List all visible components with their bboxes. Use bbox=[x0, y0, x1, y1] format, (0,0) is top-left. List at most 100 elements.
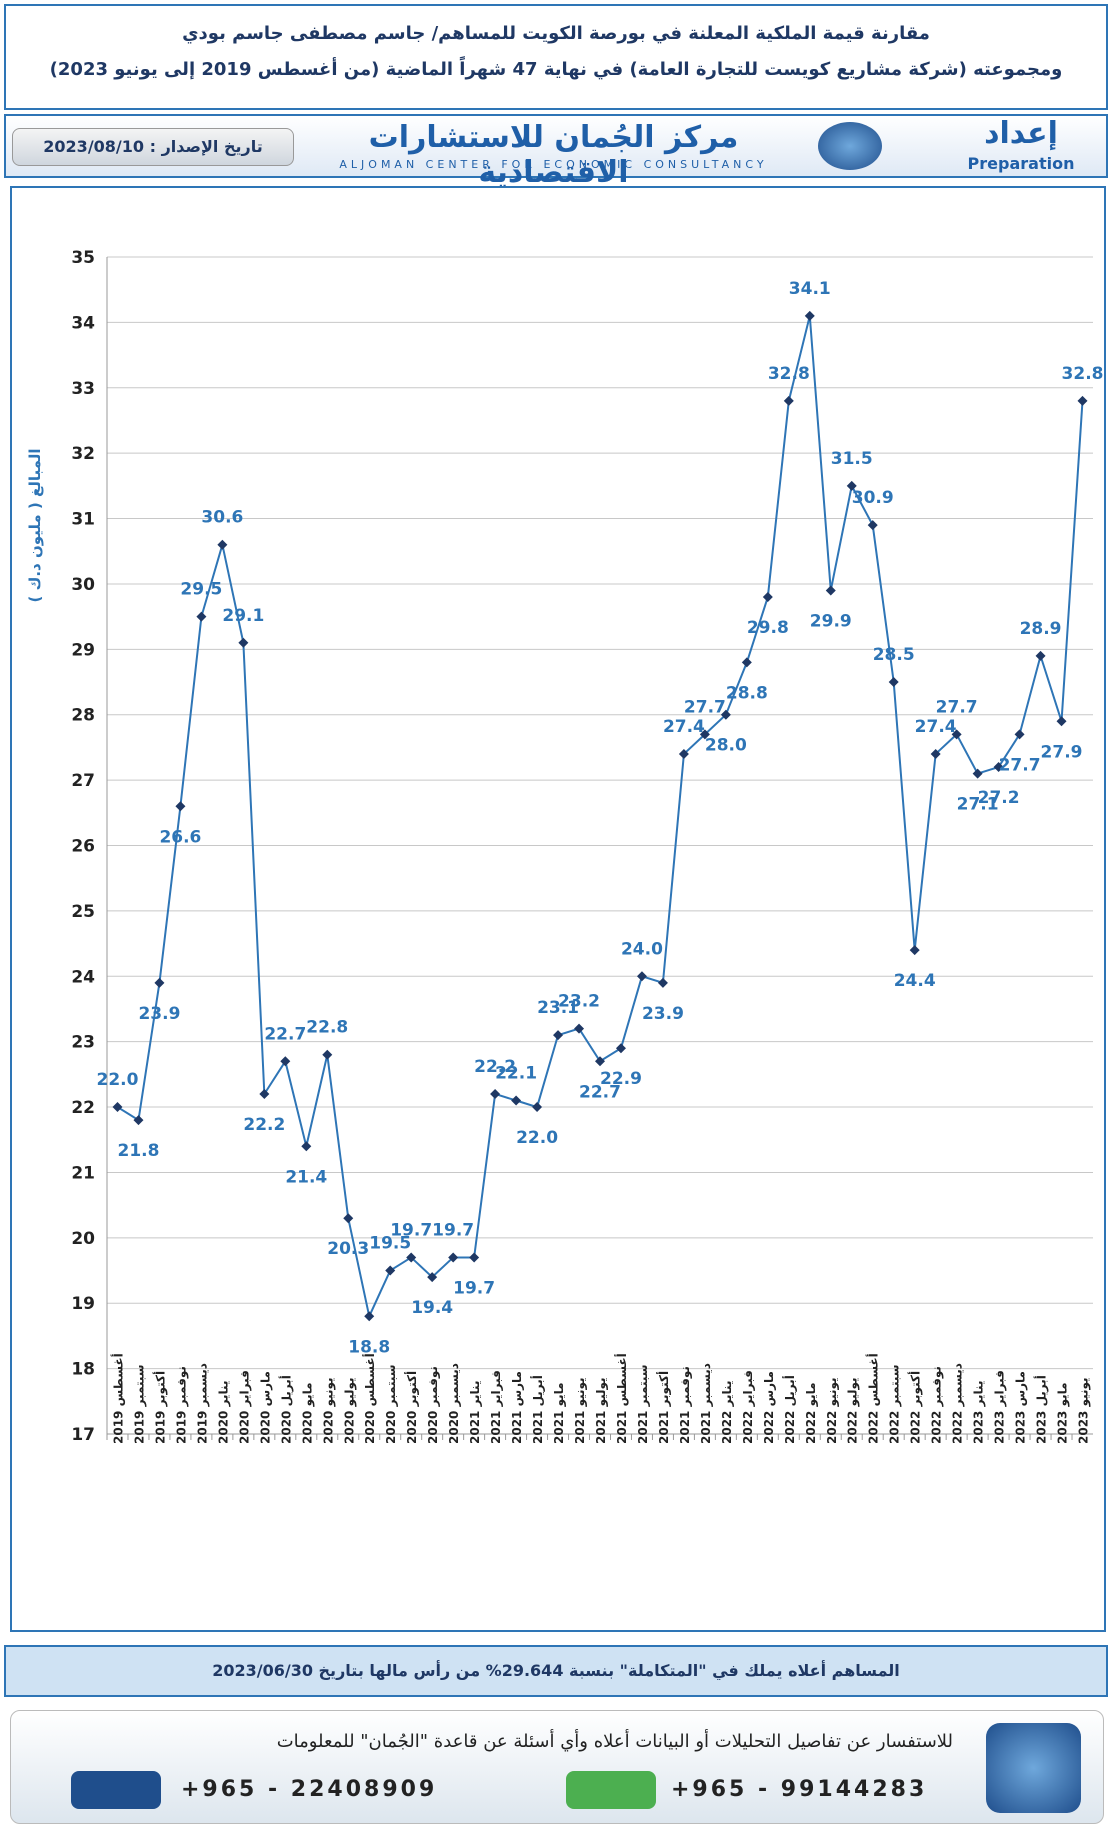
x-tick-label: أكتوبر 2021 bbox=[656, 1371, 672, 1444]
marker bbox=[427, 1272, 438, 1283]
y-tick-label: 23 bbox=[71, 1033, 95, 1053]
x-tick-label: يناير 2022 bbox=[720, 1381, 734, 1444]
data-label: 23.2 bbox=[558, 992, 600, 1012]
data-label: 19.7 bbox=[390, 1220, 432, 1240]
x-tick-label: أكتوبر 2019 bbox=[152, 1371, 168, 1444]
x-tick-label: مارس 2021 bbox=[510, 1371, 524, 1444]
x-tick-label: ديسمبر 2019 bbox=[195, 1363, 209, 1444]
x-tick-label: أغسطس 2019 bbox=[110, 1353, 125, 1444]
x-tick-label: مارس 2020 bbox=[258, 1371, 272, 1444]
chart: 17 18 19 20 21 22 23 24 25 26 27 28 29 30 31 32 33 34 35 ال… bbox=[26, 248, 1103, 1445]
data-label: 19.4 bbox=[411, 1298, 453, 1318]
y-axis-label: المبالغ ( مليون د.ك ) bbox=[26, 449, 44, 603]
x-tick-label: أغسطس 2022 bbox=[866, 1353, 881, 1444]
data-label: 27.4 bbox=[915, 717, 957, 737]
x-tick-label: يناير 2023 bbox=[972, 1381, 986, 1444]
y-tick-label: 28 bbox=[71, 706, 95, 726]
data-label: 27.7 bbox=[684, 697, 726, 717]
chart-frame: 17 18 19 20 21 22 23 24 25 26 27 28 29 30 31 32 33 34 35 ال… bbox=[10, 186, 1106, 1632]
marker bbox=[175, 801, 186, 812]
x-tick-label: يوليو 2020 bbox=[342, 1377, 357, 1444]
data-label: 28.9 bbox=[1020, 619, 1062, 639]
x-tick-label: نوفمبر 2020 bbox=[426, 1366, 441, 1444]
x-tick-label: أغسطس 2020 bbox=[362, 1353, 377, 1444]
data-label: 21.8 bbox=[117, 1141, 159, 1161]
y-tick-label: 29 bbox=[71, 640, 95, 660]
data-label: 30.6 bbox=[201, 508, 243, 528]
data-label: 27.7 bbox=[999, 755, 1041, 775]
marker bbox=[469, 1252, 480, 1263]
data-label: 22.2 bbox=[474, 1057, 516, 1077]
marker bbox=[238, 637, 249, 648]
data-label: 29.1 bbox=[222, 606, 264, 626]
y-tick-label: 17 bbox=[71, 1425, 95, 1445]
contact-question: للاستفسار عن تفاصيل التحليلات أو البيانا… bbox=[276, 1731, 953, 1752]
data-label: 29.8 bbox=[747, 618, 789, 638]
marker bbox=[636, 971, 647, 982]
data-label: 26.6 bbox=[159, 827, 201, 847]
title-line: مقارنة قيمة الملكية المعلنة في بورصة الك… bbox=[182, 23, 930, 44]
x-tick-label: نوفمبر 2019 bbox=[174, 1366, 189, 1444]
marker bbox=[196, 611, 207, 622]
x-tick-label: أبريل 2021 bbox=[530, 1375, 545, 1444]
data-label: 22.7 bbox=[264, 1024, 306, 1044]
data-label: 19.7 bbox=[432, 1220, 474, 1240]
y-tick-label: 21 bbox=[71, 1163, 95, 1183]
data-label: 18.8 bbox=[348, 1337, 390, 1357]
x-tick-label: أبريل 2022 bbox=[782, 1375, 797, 1444]
x-tick-label: سبتمبر 2019 bbox=[132, 1364, 146, 1444]
x-tick-label: مايو 2021 bbox=[552, 1382, 567, 1444]
marker bbox=[259, 1088, 270, 1099]
y-tick-label: 20 bbox=[71, 1229, 95, 1249]
data-label: 27.4 bbox=[663, 717, 705, 737]
y-tick-label: 24 bbox=[71, 967, 95, 987]
marker bbox=[972, 768, 983, 779]
x-tick-label: يناير 2020 bbox=[216, 1381, 230, 1444]
data-label: 34.1 bbox=[789, 279, 831, 299]
note: المساهم أعلاه يملك في "المتكاملة" بنسبة … bbox=[4, 1645, 1108, 1697]
x-tick-label: يونيو 2022 bbox=[825, 1377, 840, 1444]
x-tick-label: أبريل 2020 bbox=[278, 1375, 293, 1444]
x-tick-label: مارس 2023 bbox=[1014, 1371, 1028, 1444]
prepared-label: إعداد bbox=[984, 116, 1058, 151]
phone-icon bbox=[71, 1771, 161, 1809]
marker bbox=[615, 1043, 626, 1054]
data-label: 23.1 bbox=[537, 998, 579, 1018]
x-tick-label: ديسمبر 2021 bbox=[699, 1363, 713, 1444]
x-tick-label: ديسمبر 2020 bbox=[447, 1363, 461, 1444]
data-label: 23.9 bbox=[642, 1004, 684, 1024]
logo-badge bbox=[818, 122, 882, 170]
y-tick-label: 31 bbox=[71, 510, 95, 530]
x-tick-label: سبتمبر 2022 bbox=[888, 1364, 902, 1444]
marker bbox=[1077, 395, 1088, 406]
data-label: 28.5 bbox=[873, 645, 915, 665]
data-label: 27.2 bbox=[978, 788, 1020, 808]
x-tick-label: يناير 2021 bbox=[468, 1381, 482, 1444]
marker bbox=[1035, 650, 1046, 661]
x-tick-label: مايو 2022 bbox=[804, 1382, 819, 1444]
x-tick-label: نوفمبر 2021 bbox=[678, 1366, 693, 1444]
x-tick-label: أغسطس 2021 bbox=[614, 1353, 629, 1444]
marker bbox=[574, 1023, 585, 1034]
data-label: 24.0 bbox=[621, 939, 663, 959]
x-tick-label: يونيو 2023 bbox=[1077, 1377, 1092, 1444]
data-label: 20.3 bbox=[327, 1239, 369, 1259]
issue-date: تاريخ الإصدار : 2023/08/10 bbox=[12, 128, 294, 166]
data-label: 31.5 bbox=[831, 449, 873, 469]
marker bbox=[867, 520, 878, 531]
x-tick-label: أبريل 2023 bbox=[1034, 1375, 1049, 1444]
x-tick-label: فبراير 2022 bbox=[741, 1370, 755, 1444]
x-tick-label: أكتوبر 2022 bbox=[908, 1371, 924, 1444]
data-label: 27.1 bbox=[957, 795, 999, 815]
marker bbox=[1056, 716, 1067, 727]
marker bbox=[217, 539, 228, 550]
data-label: 24.4 bbox=[894, 971, 936, 991]
marker bbox=[804, 310, 815, 321]
data-label: 22.8 bbox=[306, 1018, 348, 1038]
data-label: 22.0 bbox=[97, 1070, 139, 1090]
y-tick-label: 25 bbox=[71, 902, 95, 922]
data-label: 21.4 bbox=[285, 1167, 327, 1187]
marker bbox=[783, 395, 794, 406]
marker bbox=[553, 1030, 564, 1041]
